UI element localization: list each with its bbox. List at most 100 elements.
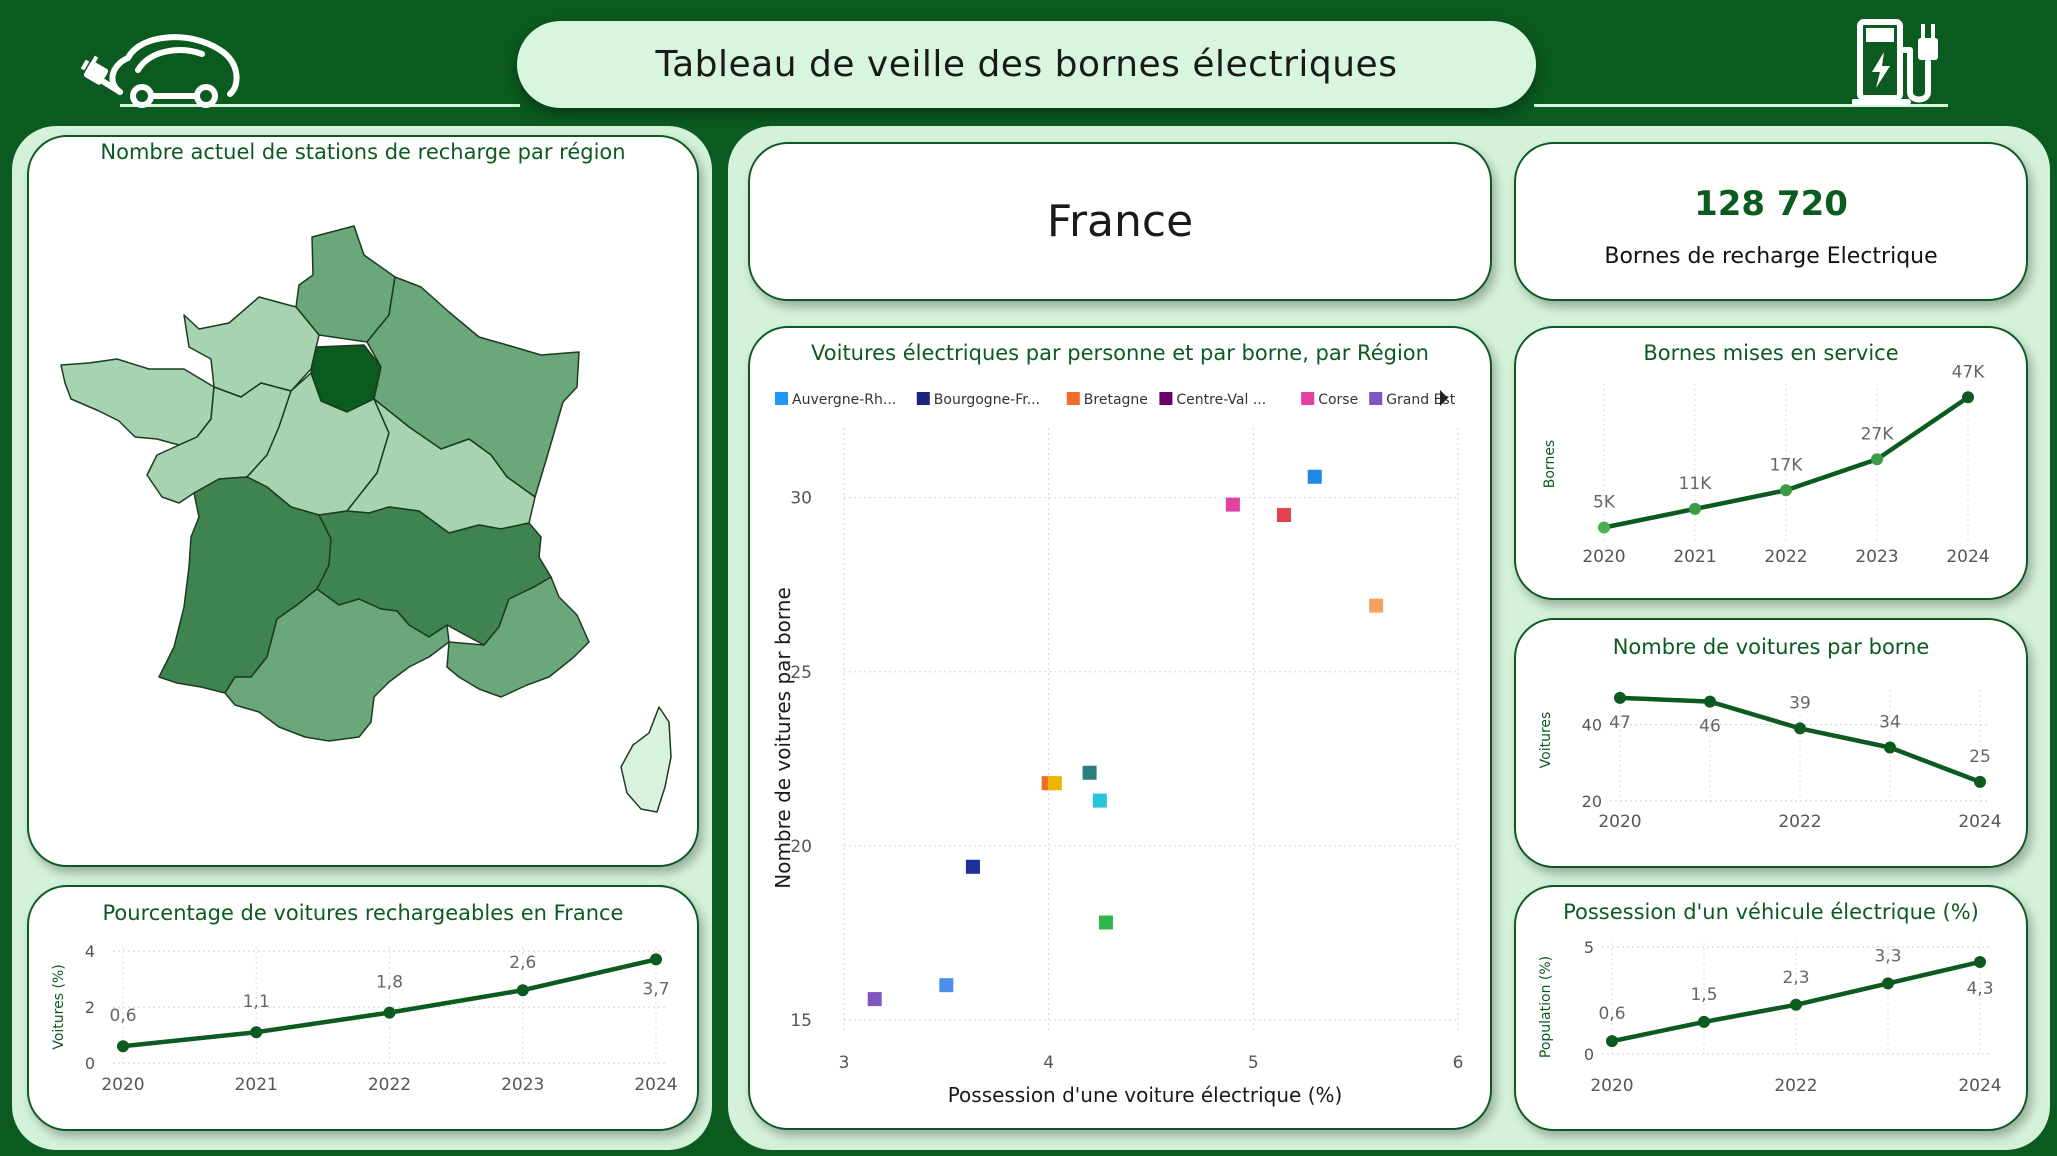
pct-chart-title: Pourcentage de voitures rechargeables en… xyxy=(102,901,624,925)
x-tick-label: 3 xyxy=(839,1053,850,1073)
data-point xyxy=(1974,955,1986,968)
map-title: Nombre actuel de stations de recharge pa… xyxy=(100,140,626,164)
x-tick-label: 2022 xyxy=(1764,547,1807,567)
legend-swatch xyxy=(1369,392,1383,405)
x-tick-label: 4 xyxy=(1043,1053,1054,1073)
legend-next-icon[interactable] xyxy=(1440,390,1448,406)
header-rule-right xyxy=(1534,104,1948,107)
data-label: 11K xyxy=(1679,474,1713,494)
y-tick-label: 25 xyxy=(790,663,812,683)
data-label: 27K xyxy=(1861,424,1895,444)
y-tick-label: 4 xyxy=(85,942,95,961)
voitures-chart: 20 40 2020 2022 2024 Voitures 47 46 39 34 25 xyxy=(1538,690,2002,832)
scatter-point xyxy=(965,859,980,874)
x-tick-label: 2021 xyxy=(235,1075,278,1095)
data-label: 1,8 xyxy=(376,973,403,993)
data-point xyxy=(1882,977,1894,990)
region-normandie[interactable] xyxy=(183,296,320,398)
y-axis-label: Nombre de voitures par borne xyxy=(771,587,795,889)
scatter-point xyxy=(1082,765,1097,780)
y-tick-label: 2 xyxy=(85,998,95,1017)
legend-swatch xyxy=(916,392,930,405)
data-point xyxy=(1614,691,1626,704)
data-point xyxy=(1974,775,1986,788)
scatter-point xyxy=(867,992,882,1007)
data-point xyxy=(117,1040,129,1053)
legend-label: Bretagne xyxy=(1084,392,1148,408)
legend-label: Auvergne-Rh... xyxy=(792,392,896,408)
y-tick-label: 40 xyxy=(1582,716,1602,735)
data-point xyxy=(1598,521,1610,534)
possession-chart: 0 5 2020 2022 2024 Population (%) 0,6 1,5 2,3 3,3… xyxy=(1538,938,2002,1096)
legend-label: Bourgogne-Fr... xyxy=(934,392,1040,408)
x-tick-label: 2023 xyxy=(501,1075,544,1095)
scatter-point xyxy=(1225,497,1240,512)
data-point xyxy=(1780,484,1792,497)
data-label: 39 xyxy=(1789,693,1811,713)
x-axis-label: Possession d'une voiture électrique (%) xyxy=(948,1083,1343,1107)
x-tick-label: 2024 xyxy=(1958,812,2001,832)
y-tick-label: 30 xyxy=(790,489,812,509)
region-provence-alpes-cote-d-azur[interactable] xyxy=(446,576,590,698)
country-card: France xyxy=(748,142,1492,301)
data-point xyxy=(1790,998,1802,1011)
data-point xyxy=(250,1026,263,1039)
possession-chart-card: Possession d'un véhicule électrique (%) … xyxy=(1514,885,2028,1131)
data-label: 0,6 xyxy=(1598,1004,1625,1024)
data-point xyxy=(516,984,529,997)
y-tick-label: 20 xyxy=(790,837,812,857)
x-tick-label: 2021 xyxy=(1673,547,1716,567)
scatter-chart-card: Voitures électriques par personne et par… xyxy=(748,326,1492,1130)
x-tick-label: 2022 xyxy=(368,1075,411,1095)
data-label: 34 xyxy=(1879,713,1901,733)
data-label: 47K xyxy=(1952,362,1986,382)
scatter-point xyxy=(1047,776,1062,791)
data-point xyxy=(1871,453,1883,466)
data-point xyxy=(383,1006,396,1019)
scatter-chart: Auvergne-Rh... Bourgogne-Fr... Bretagne Cen… xyxy=(771,390,1464,1107)
data-label: 4,3 xyxy=(1966,979,1993,999)
possession-chart-title: Possession d'un véhicule électrique (%) xyxy=(1563,900,1979,924)
y-axis-label: Voitures (%) xyxy=(51,964,67,1049)
legend-swatch xyxy=(1301,392,1315,405)
scatter-point xyxy=(1277,508,1292,523)
region-occitanie[interactable] xyxy=(224,588,450,742)
electric-car-icon xyxy=(80,34,240,108)
x-tick-label: 2022 xyxy=(1778,812,1821,832)
header-rule-left xyxy=(120,104,520,107)
kpi-value: 128 720 xyxy=(1694,184,1848,224)
kpi-card: 128 720 Bornes de recharge Electrique xyxy=(1514,142,2028,301)
country-label: France xyxy=(1046,196,1194,247)
x-tick-label: 6 xyxy=(1453,1053,1464,1073)
scatter-point xyxy=(1369,598,1384,613)
legend-swatch xyxy=(1066,392,1080,405)
scatter-point xyxy=(1092,793,1107,808)
region-corse[interactable] xyxy=(620,706,672,813)
data-label: 47 xyxy=(1609,713,1631,733)
bornes-chart-title: Bornes mises en service xyxy=(1643,341,1899,365)
data-label: 46 xyxy=(1699,717,1721,737)
legend-swatch xyxy=(1159,392,1173,405)
scatter-point xyxy=(939,978,954,993)
pct-chart-card: Pourcentage de voitures rechargeables en… xyxy=(27,885,699,1131)
scatter-chart-title: Voitures électriques par personne et par… xyxy=(811,341,1429,365)
y-axis-label: Population (%) xyxy=(1538,956,1554,1058)
x-tick-label: 2024 xyxy=(634,1075,677,1095)
data-label: 0,6 xyxy=(109,1006,136,1026)
legend-label: Centre-Val ... xyxy=(1176,392,1266,408)
scatter-point xyxy=(1098,915,1113,930)
y-axis-label: Bornes xyxy=(1542,440,1558,488)
region-bretagne[interactable] xyxy=(60,358,215,446)
legend-label: Grand Est xyxy=(1386,392,1456,408)
data-point xyxy=(1962,391,1974,404)
pct-chart: 0 2 4 2020 2021 2022 2023 2024 Voitures (%) 0,6 1,… xyxy=(51,942,678,1095)
data-label: 1,5 xyxy=(1690,985,1717,1005)
bornes-chart-card: Bornes mises en service 2020 2021 2022 2023… xyxy=(1514,326,2028,600)
x-tick-label: 2024 xyxy=(1946,547,1989,567)
voitures-chart-card: Nombre de voitures par borne 20 40 2020 202… xyxy=(1514,618,2028,868)
data-label: 17K xyxy=(1770,455,1804,475)
x-tick-label: 2022 xyxy=(1774,1076,1817,1096)
x-tick-label: 2020 xyxy=(1590,1076,1633,1096)
legend-label: Corse xyxy=(1318,392,1358,408)
x-tick-label: 2024 xyxy=(1958,1076,2001,1096)
